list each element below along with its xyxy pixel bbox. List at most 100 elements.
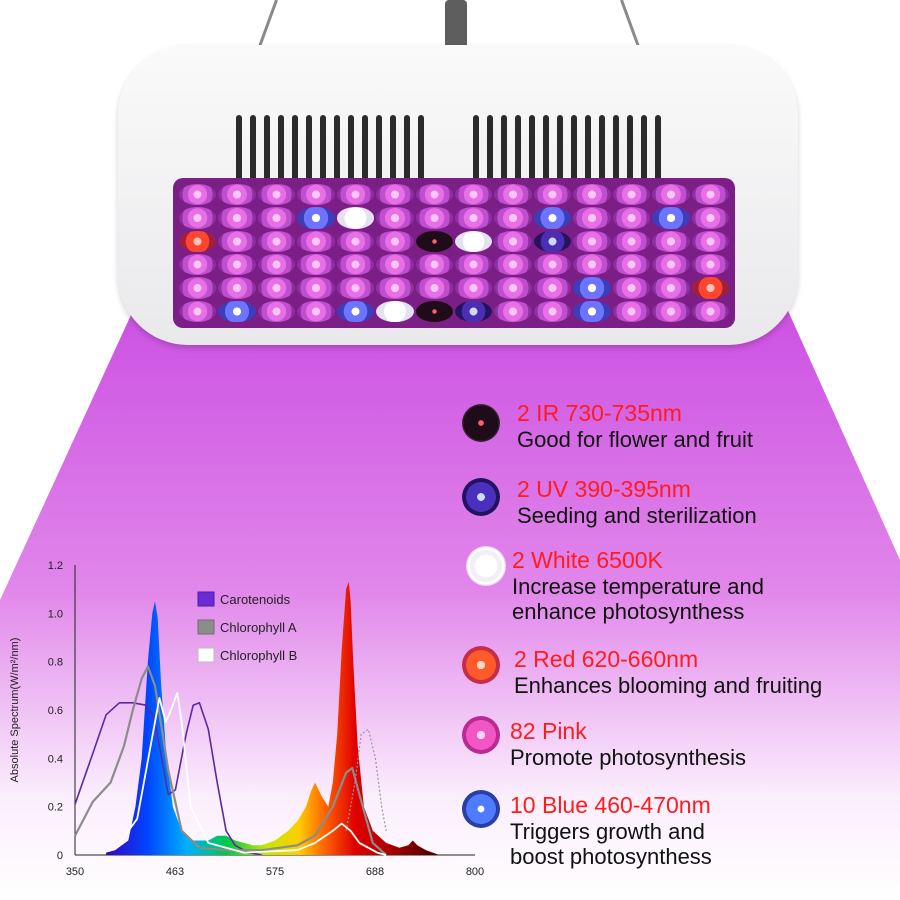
led-chip [218,277,256,299]
legend-desc-line: boost photosynthess [510,844,712,869]
dotted-series-line [345,728,387,831]
x-tick-label: 350 [66,866,84,878]
led-chip [415,184,453,206]
vent-slot [404,115,410,205]
led-chip [612,254,651,276]
legend-title: 10 Blue 460-470nm [510,792,711,818]
vent-slot [487,115,493,205]
vent-slot [278,115,284,205]
legend-title: 2 White 6500K [512,547,663,573]
vent-slot [320,115,326,205]
led-chip [533,254,572,276]
y-tick-label: 0.8 [48,657,63,669]
series-line-carotenoids [74,702,262,856]
legend-label: Chlorophyll A [220,620,297,635]
led-chip [652,300,690,322]
vent-slot [473,115,479,205]
led-chip [297,300,335,322]
legend-swatch-chlorophyll-b [197,647,215,663]
vent-slots-right [473,115,661,205]
chart-legend: Carotenoids Chlorophyll A Chlorophyll B [197,591,297,663]
led-chip [612,230,651,252]
led-chip [533,230,572,252]
led-chip [533,277,572,299]
uv-led-icon [462,478,500,516]
led-chip [297,207,335,229]
spectrum-chart: Absolute Spectrum(W/m²/nm) 0 0.2 0.4 0.6 0.8… [9,560,484,878]
led-chip [218,207,256,229]
led-chip [376,254,414,276]
y-tick-label: 0.4 [48,753,63,765]
hanging-hook [445,0,467,52]
led-chip [415,207,453,229]
vent-slot [627,115,633,205]
vent-slot [585,115,591,205]
vent-slot [362,115,368,205]
led-chip [454,300,493,322]
vent-slot [557,115,563,205]
legend-title: 2 IR 730-735nm [517,400,682,426]
vent-slot [543,115,549,205]
led-chip [612,300,651,322]
led-chip [573,254,611,276]
series-layer [74,581,440,856]
led-chip [652,184,690,206]
led-chip [494,300,532,322]
y-tick-label: 0.2 [48,802,63,814]
vent-slot [348,115,354,205]
led-chip [533,184,572,206]
led-chip [454,207,493,229]
ir-led-icon [462,404,500,442]
led-chip [218,254,256,276]
x-tick-label: 463 [166,866,184,878]
led-chip [297,230,335,252]
led-chip [691,300,729,322]
led-chip [376,300,414,322]
legend-label: Chlorophyll B [220,648,297,663]
led-chip [494,230,532,252]
led-chip [257,230,296,252]
y-tick-label: 0.6 [48,705,63,717]
led-chip [573,300,611,322]
led-chip [179,277,217,299]
led-chip [297,184,335,206]
legend-swatch-carotenoids [197,591,215,607]
legend-desc-line: Triggers growth and [510,819,705,844]
legend-label: Carotenoids [220,592,291,607]
vent-slot [613,115,619,205]
blue-led-icon [462,790,500,828]
led-chip [218,230,256,252]
vent-slot [515,115,521,205]
led-chip [612,277,651,299]
vent-slot [501,115,507,205]
led-chip [376,184,414,206]
led-chip [179,254,217,276]
vent-slot [571,115,577,205]
legend-title: 2 Red 620-660nm [514,646,699,672]
vent-slot [306,115,312,205]
y-tick-label: 1.0 [48,608,63,620]
led-chip [415,277,453,299]
led-chip [415,254,453,276]
vent-slot [334,115,340,205]
pink-led-icon [462,716,500,754]
led-chip [454,230,493,252]
vent-slot [655,115,661,205]
led-chip [573,230,611,252]
led-chip [336,230,375,252]
y-axis-label: Absolute Spectrum(W/m²/nm) [9,638,21,783]
x-tick-label: 575 [266,866,284,878]
led-chip [415,300,453,322]
led-chip [336,300,375,322]
led-chip [573,184,611,206]
legend-desc-line: Good for flower and fruit [517,427,754,452]
led-chip [494,207,532,229]
series-line-chlorophyll-b [118,692,387,856]
vent-slot [390,115,396,205]
legend-desc-line: Enhances blooming and fruiting [514,673,823,698]
led-chip [494,277,532,299]
led-chip [494,254,532,276]
led-chip [257,277,296,299]
led-chip [257,184,296,206]
